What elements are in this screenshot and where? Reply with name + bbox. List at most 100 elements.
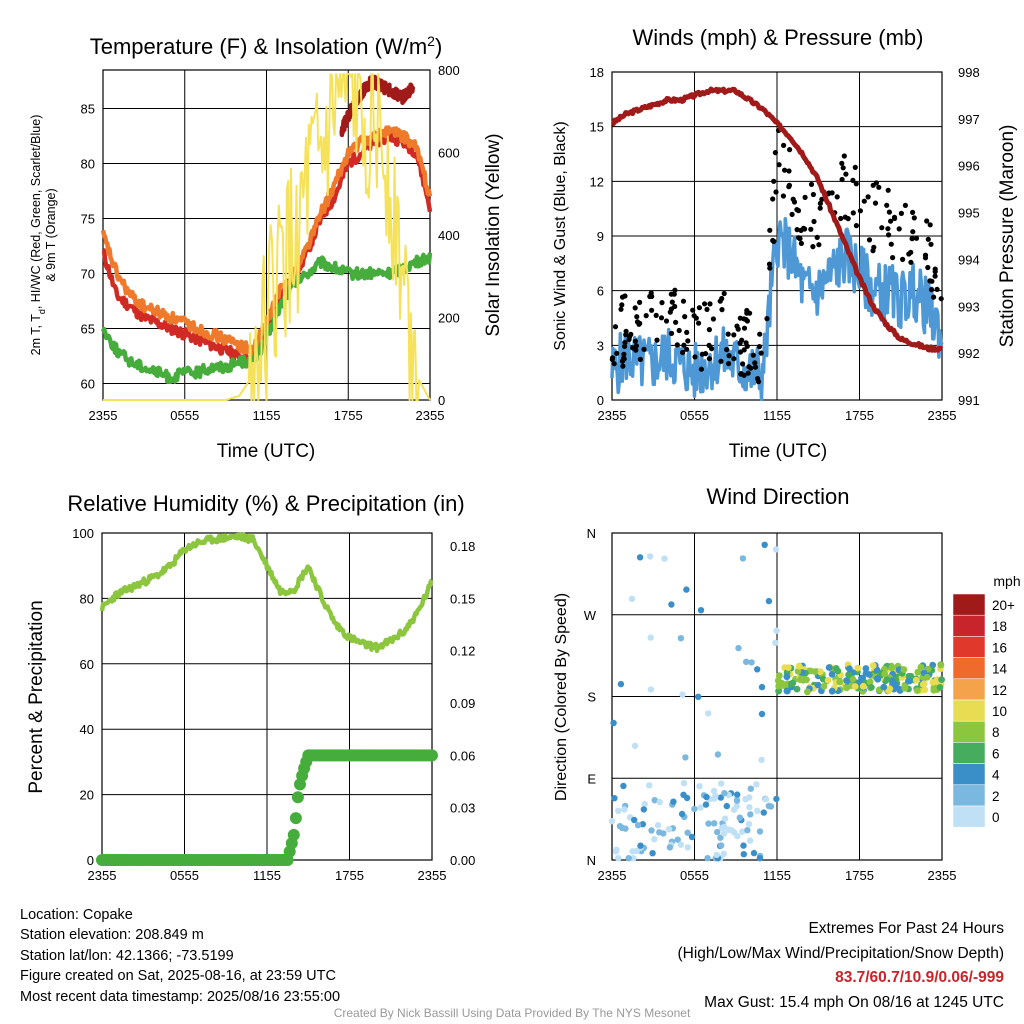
direction-point [865,671,873,678]
y-tick-label: 80 [81,157,95,172]
gust-point [834,194,840,200]
gust-point [703,351,709,357]
direction-point [783,687,791,695]
gust-point [798,240,805,246]
x-tick-label: 2355 [88,868,117,883]
direction-point [758,710,766,718]
gust-point [725,331,731,337]
direction-point [843,677,851,684]
y-tick-label: W [584,608,597,623]
direction-point [680,791,687,798]
gust-point [843,171,849,177]
direction-point [851,683,859,690]
direction-point [784,664,792,671]
direction-point [710,795,718,802]
direction-point [753,781,760,788]
precip-point [289,812,302,825]
gust-point [796,235,802,241]
legend-swatch [952,763,986,786]
direction-point [683,586,690,593]
y2-tick-label: 0.09 [450,696,475,711]
y-tick-label: 18 [590,65,604,80]
direction-point [930,686,938,694]
gust-point [744,318,751,324]
legend-title: mph [993,573,1020,589]
legend-swatch [952,657,986,680]
direction-point [888,664,896,672]
direction-point [761,541,768,548]
direction-point [677,841,685,848]
direction-point [646,782,653,789]
y-tick-label: 0 [87,853,94,868]
direction-point [637,842,644,849]
gust-point [808,226,814,232]
gust-point [619,358,626,364]
direction-point [845,671,852,679]
legend-label: 8 [992,725,1000,740]
legend-swatch [952,593,986,616]
direction-point [820,682,828,690]
direction-point [917,663,925,671]
gust-point [776,162,782,168]
direction-point [793,685,801,693]
direction-point [720,850,727,857]
direction-point [670,798,677,805]
direction-point [697,607,705,614]
y2-tick-label: 0.03 [450,801,475,816]
x-tick-label: 2355 [928,408,957,423]
gust-point [934,286,940,292]
direction-point [846,665,853,673]
gust-point [786,168,792,174]
gust-point [706,342,712,348]
x-tick-label: 1155 [253,408,281,423]
direction-point [718,780,725,787]
direction-point [859,682,867,690]
direction-point [684,844,691,851]
gust-point [766,261,773,267]
direction-point [695,693,702,700]
legend-swatch [952,742,986,764]
gust-point [857,208,864,214]
direction-point [617,680,625,688]
gust-point [910,229,916,235]
gust-point [684,329,690,335]
direction-point [885,687,892,694]
direction-point [914,668,922,676]
precip-point [426,749,438,762]
direction-point [828,671,836,678]
gust-point [627,334,633,340]
direction-point [611,795,618,802]
direction-point [828,687,836,695]
y2-tick-label: 800 [438,63,460,78]
gust-point [672,303,678,310]
direction-point [739,555,747,562]
direction-point [714,751,722,758]
direction-point [772,639,779,646]
gust-point [814,234,820,240]
x-tick-label: 2355 [418,868,447,883]
gust-point [879,225,885,231]
x-tick-label: 0555 [170,868,199,883]
direction-point [703,793,710,801]
gust-point [746,364,752,370]
gust-point [839,176,845,183]
direction-point [824,677,832,684]
direction-point [750,849,758,857]
gust-point [721,290,727,297]
direction-point [665,826,673,833]
direction-point [936,684,944,691]
gust-point [770,196,776,202]
x-tick-label: 2355 [928,868,957,883]
direction-point [628,595,636,602]
gust-point [658,315,665,321]
direction-point [625,855,632,862]
y-tick-label: 40 [80,722,94,737]
gust-point [890,255,896,261]
direction-point [912,676,920,684]
gust-point [902,202,909,208]
gust-point [663,318,670,324]
direction-point [929,661,937,669]
gust-point [838,215,844,222]
gust-point [925,236,931,242]
gust-point [750,352,756,358]
